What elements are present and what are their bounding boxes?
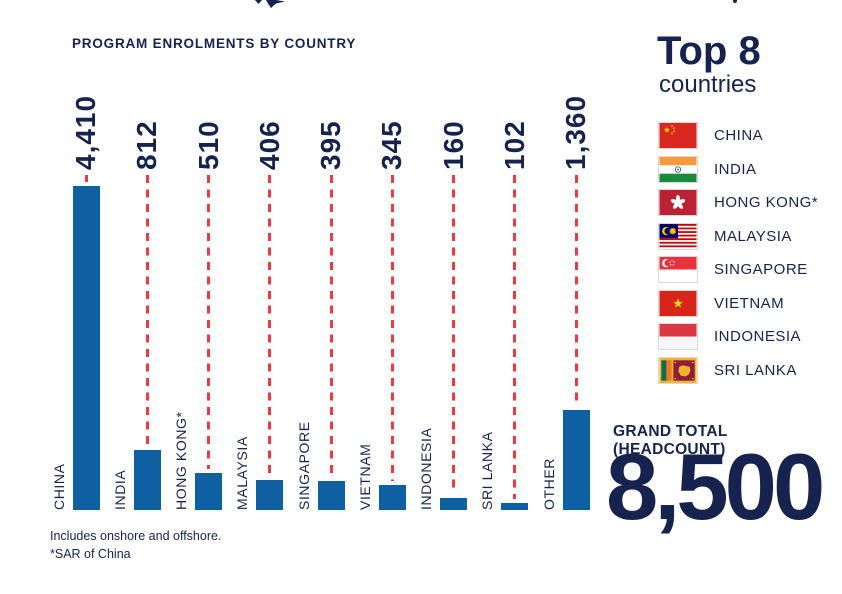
bar-india [133, 450, 161, 510]
bar-value-label: 1,360 [560, 94, 591, 170]
flag-malaysia-icon [658, 222, 698, 250]
grand-total-label: GRAND TOTAL (HEADCOUNT) [613, 423, 728, 458]
legend-row-hong-kong: HONG KONG* [658, 189, 818, 216]
legend-row-singapore: SINGAPORE [658, 256, 818, 283]
legend-row-china: CHINA [658, 122, 818, 149]
flag-india-icon [658, 155, 698, 183]
legend-row-india: INDIA [658, 155, 818, 183]
bar-category-label: MALAYSIA [234, 436, 251, 510]
bar-category-label: VIETNAM [356, 443, 373, 510]
legend-label: VIETNAM [714, 294, 785, 312]
legend-row-malaysia: MALAYSIA [658, 222, 818, 250]
bar-hong-kong [195, 473, 222, 510]
grand-total-value: 8,500 [606, 434, 825, 539]
bar-indonesia [440, 498, 467, 510]
bar-value-label: 160 [437, 120, 469, 170]
guide-dash-line [145, 175, 149, 446]
decoration-dot [733, 0, 737, 3]
bar-value-label: 510 [192, 120, 224, 170]
flag-china-icon [658, 122, 698, 149]
legend-title: Top 8 [657, 29, 761, 73]
bar-value-label: 395 [315, 120, 346, 170]
legend-row-sri-lanka: SRI LANKA [658, 356, 818, 384]
chart-title: PROGRAM ENROLMENTS BY COUNTRY [72, 36, 357, 51]
legend-row-indonesia: INDONESIA [658, 323, 818, 350]
flag-sri-lanka-icon [658, 356, 698, 384]
bar-value-label: 812 [131, 120, 163, 170]
flag-indonesia-icon [658, 323, 698, 350]
bar-sri-lanka [501, 503, 529, 510]
legend-label: SRI LANKA [714, 361, 797, 379]
bar-category-label: INDONESIA [418, 427, 434, 510]
guide-dash-line [390, 175, 394, 481]
bar-value-label: 4,410 [70, 94, 101, 170]
decoration-star-icon [255, 0, 285, 8]
footnote-sar-of-china: *SAR of China [50, 547, 131, 561]
guide-dash-line [452, 175, 455, 494]
guide-dash-line [513, 175, 517, 499]
bar-malaysia [256, 480, 284, 510]
bar-category-label: SRI LANKA [479, 431, 496, 510]
legend-subtitle: countries [659, 71, 757, 98]
legend-row-vietnam: VIETNAM [658, 289, 818, 317]
bar-category-label: SINGAPORE [295, 421, 312, 510]
legend-label: INDONESIA [714, 328, 802, 345]
guide-dash-line [207, 175, 210, 469]
legend-label: HONG KONG* [714, 194, 819, 211]
flag-hong-kong-icon [658, 189, 698, 216]
footnote-onshore-offshore: Includes onshore and offshore. [50, 529, 222, 543]
legend-label: MALAYSIA [714, 227, 792, 245]
guide-dash-line [574, 175, 578, 406]
bar-vietnam [378, 485, 406, 510]
legend-label: INDIA [714, 160, 757, 178]
bar-category-label: HONG KONG* [173, 411, 189, 510]
bar-category-label: INDIA [111, 469, 128, 510]
flag-singapore-icon [658, 256, 698, 283]
guide-dash-line [329, 175, 333, 477]
bar-value-label: 345 [376, 120, 408, 170]
bar-value-label: 102 [498, 120, 530, 170]
bar-category-label: OTHER [540, 458, 557, 510]
guide-dash-line [268, 175, 272, 476]
legend-label: CHINA [714, 127, 764, 144]
bar-category-label: CHINA [50, 463, 67, 510]
bar-singapore [317, 481, 345, 510]
legend-country-list: CHINA INDIA [658, 122, 818, 384]
flag-vietnam-icon [658, 289, 698, 317]
bar-value-label: 406 [253, 120, 285, 170]
legend-label: SINGAPORE [714, 261, 808, 278]
bar-other [562, 410, 590, 510]
guide-dash-line [84, 175, 88, 182]
bar-china [72, 186, 100, 510]
